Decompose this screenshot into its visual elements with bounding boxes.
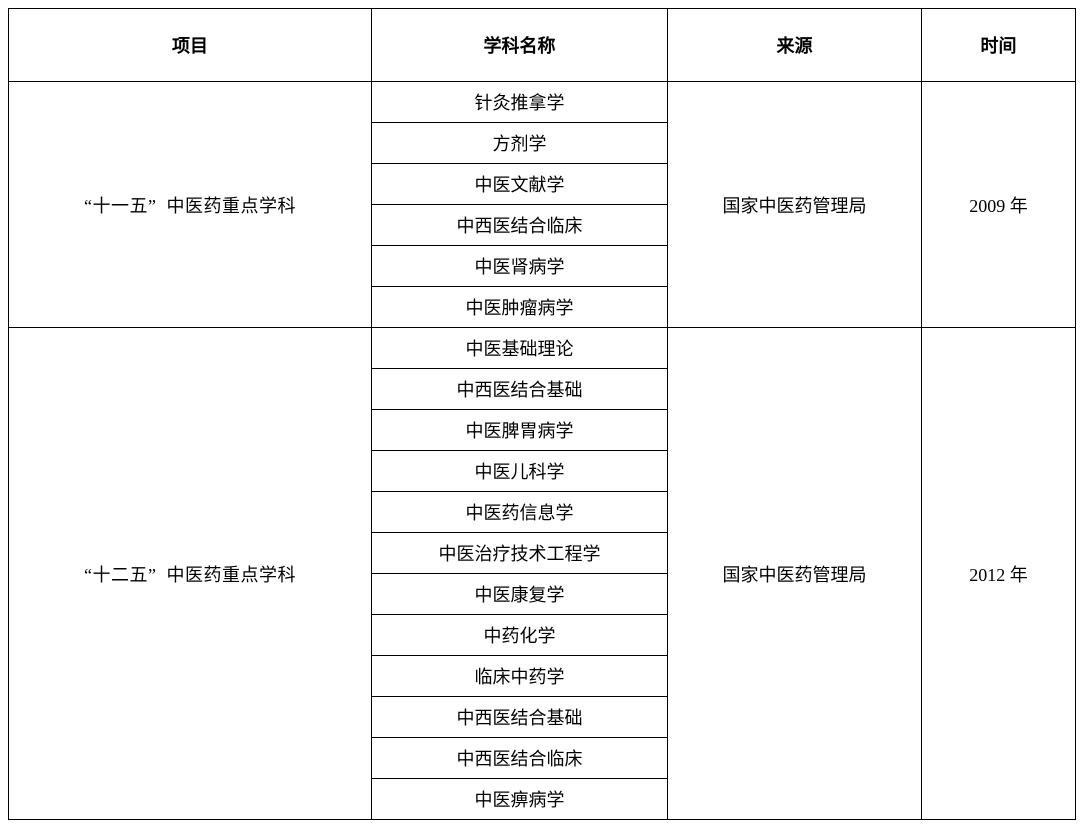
header-source: 来源 (668, 9, 922, 82)
cell-source: 国家中医药管理局 (668, 82, 922, 328)
cell-project: “十二五” 中医药重点学科 (9, 328, 372, 820)
cell-subject: 中医基础理论 (372, 328, 668, 369)
table-body: “十一五” 中医药重点学科 针灸推拿学 国家中医药管理局 2009 年 方剂学 … (9, 82, 1076, 820)
table-row: “十一五” 中医药重点学科 针灸推拿学 国家中医药管理局 2009 年 (9, 82, 1076, 123)
cell-project: “十一五” 中医药重点学科 (9, 82, 372, 328)
cell-source: 国家中医药管理局 (668, 328, 922, 820)
cell-subject: 中医脾胃病学 (372, 410, 668, 451)
header-subject: 学科名称 (372, 9, 668, 82)
cell-time: 2009 年 (922, 82, 1076, 328)
cell-subject: 方剂学 (372, 123, 668, 164)
cell-subject: 中西医结合基础 (372, 369, 668, 410)
cell-subject: 中医康复学 (372, 574, 668, 615)
header-time: 时间 (922, 9, 1076, 82)
cell-subject: 中西医结合临床 (372, 205, 668, 246)
cell-subject: 中西医结合基础 (372, 697, 668, 738)
cell-subject: 中医文献学 (372, 164, 668, 205)
cell-time: 2012 年 (922, 328, 1076, 820)
table-header-row: 项目 学科名称 来源 时间 (9, 9, 1076, 82)
cell-subject: 针灸推拿学 (372, 82, 668, 123)
disciplines-table: 项目 学科名称 来源 时间 “十一五” 中医药重点学科 针灸推拿学 国家中医药管… (8, 8, 1076, 820)
cell-subject: 中医治疗技术工程学 (372, 533, 668, 574)
cell-subject: 中医痹病学 (372, 779, 668, 820)
table-row: “十二五” 中医药重点学科 中医基础理论 国家中医药管理局 2012 年 (9, 328, 1076, 369)
cell-subject: 中药化学 (372, 615, 668, 656)
header-project: 项目 (9, 9, 372, 82)
table-header: 项目 学科名称 来源 时间 (9, 9, 1076, 82)
cell-subject: 中医肿瘤病学 (372, 287, 668, 328)
cell-subject: 中医儿科学 (372, 451, 668, 492)
cell-subject: 中医肾病学 (372, 246, 668, 287)
cell-subject: 中西医结合临床 (372, 738, 668, 779)
cell-subject: 临床中药学 (372, 656, 668, 697)
cell-subject: 中医药信息学 (372, 492, 668, 533)
